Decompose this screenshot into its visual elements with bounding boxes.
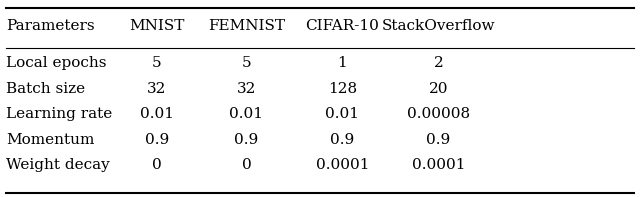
Text: Local epochs: Local epochs bbox=[6, 56, 107, 70]
Text: 0.0001: 0.0001 bbox=[316, 158, 369, 173]
Text: 0.0001: 0.0001 bbox=[412, 158, 465, 173]
Text: 0: 0 bbox=[152, 158, 162, 173]
Text: 0.01: 0.01 bbox=[229, 107, 264, 121]
Text: 5: 5 bbox=[152, 56, 162, 70]
Text: Weight decay: Weight decay bbox=[6, 158, 110, 173]
Text: 0.01: 0.01 bbox=[325, 107, 360, 121]
Text: Parameters: Parameters bbox=[6, 19, 95, 33]
Text: 0.9: 0.9 bbox=[330, 133, 355, 147]
Text: Batch size: Batch size bbox=[6, 82, 86, 96]
Text: 128: 128 bbox=[328, 82, 357, 96]
Text: FEMNIST: FEMNIST bbox=[208, 19, 285, 33]
Text: 0.9: 0.9 bbox=[426, 133, 451, 147]
Text: StackOverflow: StackOverflow bbox=[381, 19, 495, 33]
Text: Learning rate: Learning rate bbox=[6, 107, 113, 121]
Text: MNIST: MNIST bbox=[129, 19, 184, 33]
Text: 0.9: 0.9 bbox=[234, 133, 259, 147]
Text: 0.9: 0.9 bbox=[145, 133, 169, 147]
Text: 32: 32 bbox=[237, 82, 256, 96]
Text: CIFAR-10: CIFAR-10 bbox=[305, 19, 380, 33]
Text: Momentum: Momentum bbox=[6, 133, 95, 147]
Text: 32: 32 bbox=[147, 82, 166, 96]
Text: 1: 1 bbox=[337, 56, 348, 70]
Text: 2: 2 bbox=[433, 56, 444, 70]
Text: 0.00008: 0.00008 bbox=[407, 107, 470, 121]
Text: 20: 20 bbox=[429, 82, 448, 96]
Text: 0.01: 0.01 bbox=[140, 107, 174, 121]
Text: 0: 0 bbox=[241, 158, 252, 173]
Text: 5: 5 bbox=[241, 56, 252, 70]
